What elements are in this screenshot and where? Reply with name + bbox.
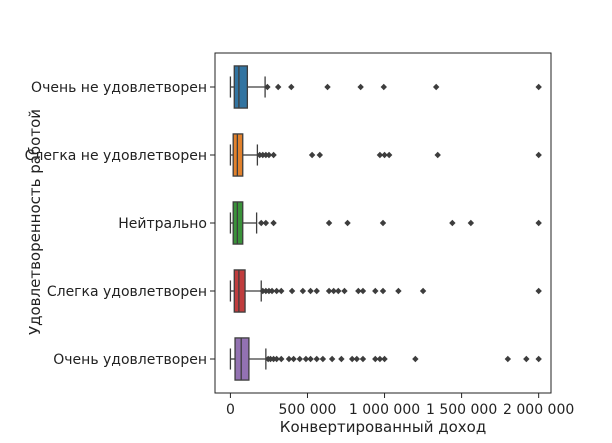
outlier-point [325,287,333,295]
y-tick-label: Слегка не удовлетворен [25,148,207,164]
outlier-point [268,287,276,295]
outlier-point [376,355,384,363]
box-group [229,201,542,245]
iqr-box [234,337,250,381]
outlier-point [395,287,402,295]
iqr-box [233,269,246,313]
outlier-point [353,355,360,363]
outlier-point [379,219,387,227]
outlier-point [296,355,303,363]
outlier-point [535,83,542,91]
outlier-point [262,219,270,227]
x-tick-label: 1 500 000 [426,402,497,418]
outlier-point [344,219,351,227]
outlier-point [273,287,280,295]
outlier-point [330,287,337,295]
outlier-point [288,287,296,295]
outlier-point [319,355,327,363]
outlier-point [302,355,310,363]
y-axis-title: Удовлетворенность работой [26,109,44,335]
outlier-point [278,355,285,363]
outlier-point [313,355,320,363]
iqr-box [233,65,249,109]
outlier-point [535,287,542,295]
plot-area [214,52,552,394]
outlier-point [348,355,356,363]
outlier-point [359,355,367,363]
outlier-point [434,151,441,159]
outlier-point [278,287,285,295]
outlier-point [341,287,348,295]
outlier-point [335,287,342,295]
outlier-point [432,83,440,91]
outlier-point [308,151,316,159]
outlier-point [381,355,388,363]
outlier-point [504,355,512,363]
x-axis: 0 500 000 1 000 000 1 500 000 2 000 000 [226,393,574,418]
y-tick-label: Нейтрально [118,216,207,232]
outlier-point [412,355,419,363]
outlier-point [274,83,282,91]
outlier-point [535,151,542,159]
outlier-point [264,83,271,91]
outlier-point [265,151,273,159]
y-tick-label: Очень не удовлетворен [31,80,207,96]
outlier-point [270,219,277,227]
outlier-point [324,83,331,91]
x-tick-label: 2 000 000 [503,402,574,418]
outlier-point [270,151,277,159]
outlier-point [258,219,265,227]
outlier-point [355,287,362,295]
outlier-point [535,219,542,227]
outlier-point [376,151,384,159]
x-tick-label: 0 [226,402,235,418]
x-tick-label: 1 000 000 [349,402,420,418]
box-group [229,65,542,109]
outlier-point [419,287,427,295]
box-group [229,337,542,381]
outlier-point [325,219,333,227]
outlier-point [379,287,387,295]
x-tick-label: 500 000 [279,402,337,418]
outlier-point [299,287,307,295]
outlier-point [290,355,297,363]
y-axis: Очень не удовлетворен Слегка не удовлетво… [25,80,215,368]
y-tick-label: Очень удовлетворен [53,352,207,368]
outlier-point [385,151,393,159]
outlier-point [467,219,475,227]
outlier-point [338,355,345,363]
outlier-point [523,355,530,363]
outlier-point [381,151,388,159]
outlier-point [372,287,379,295]
outlier-point [273,355,280,363]
outlier-point [449,219,456,227]
outlier-point [316,151,324,159]
outlier-point [372,355,379,363]
outlier-point [535,355,542,363]
outlier-point [359,287,367,295]
box-group [229,133,542,177]
outlier-point [357,83,364,91]
outlier-point [285,355,293,363]
outlier-point [307,355,314,363]
outlier-point [328,355,336,363]
outlier-point [307,287,314,295]
y-tick-label: Слегка удовлетворен [47,284,207,300]
outlier-point [288,83,295,91]
outlier-point [313,287,320,295]
outlier-point [380,83,387,91]
x-axis-title: Конвертированный доход [280,418,486,436]
box-group [229,269,542,313]
